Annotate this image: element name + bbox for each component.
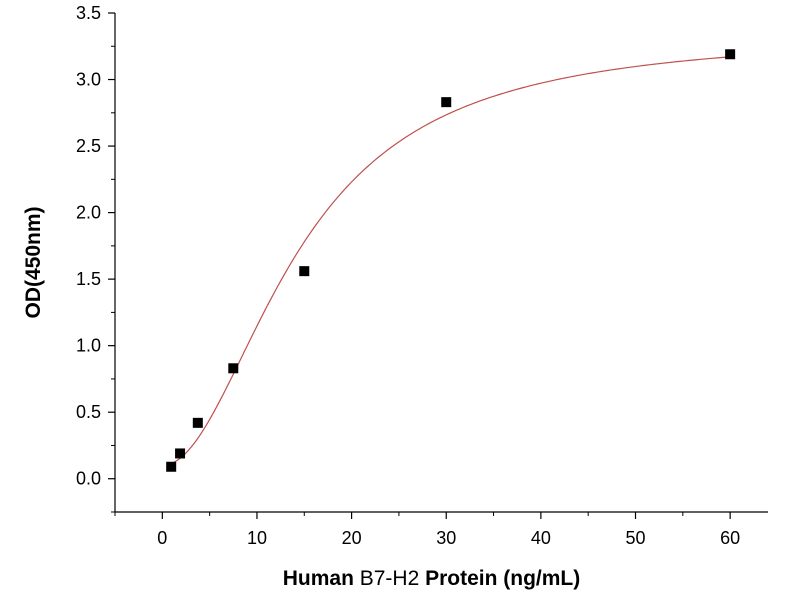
y-tick-label: 3.5	[76, 3, 101, 23]
data-point	[441, 97, 452, 108]
x-tick-label: 20	[342, 528, 362, 548]
data-point	[228, 363, 239, 374]
y-axis-ticks: 0.0 0.5 1.0 1.5 2.0 2.5 3.0 3.5	[76, 3, 115, 513]
y-axis-title: OD(450nm)	[22, 206, 45, 318]
x-axis-title: Human B7-H2 Protein (ng/mL)	[283, 567, 581, 590]
data-point	[725, 49, 736, 60]
y-tick-label: 2.5	[76, 136, 101, 156]
data-point	[175, 448, 186, 459]
y-tick-label: 1.5	[76, 269, 101, 289]
fit-curve-line	[171, 56, 731, 464]
x-tick-label: 40	[531, 528, 551, 548]
x-tick-label: 50	[625, 528, 645, 548]
x-tick-label: 0	[157, 528, 167, 548]
y-tick-label: 1.0	[76, 336, 101, 356]
x-axis-title-part: Human	[283, 567, 360, 590]
x-tick-label: 60	[720, 528, 740, 548]
y-tick-label: 2.0	[76, 203, 101, 223]
data-point	[192, 417, 203, 428]
data-point	[299, 266, 310, 277]
x-tick-label: 30	[436, 528, 456, 548]
data-point	[166, 461, 177, 472]
y-tick-label: 0.0	[76, 469, 101, 489]
x-axis-title-part: B7-H2	[360, 567, 420, 590]
x-axis-ticks: 0 10 20 30 40 50 60	[114, 512, 740, 548]
y-tick-label: 3.0	[76, 70, 101, 90]
data-points	[166, 49, 736, 472]
y-tick-label: 0.5	[76, 402, 101, 422]
x-axis-title-part: Protein (ng/mL)	[419, 567, 580, 590]
x-tick-label: 10	[247, 528, 267, 548]
